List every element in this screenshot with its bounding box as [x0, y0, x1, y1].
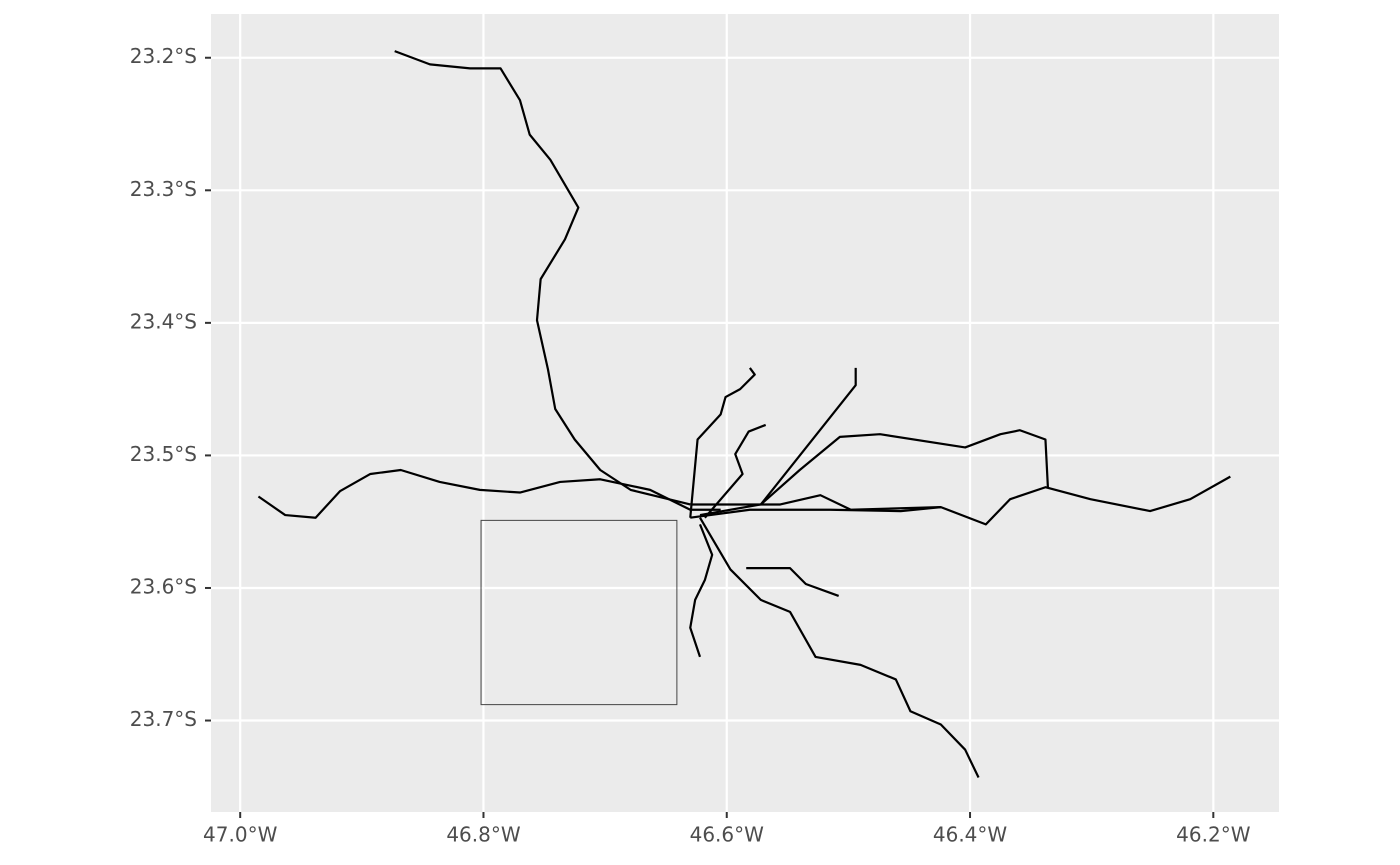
y-tick-label: 23.4°S	[130, 309, 197, 333]
x-tick-label: 47.0°W	[203, 823, 278, 847]
x-tick-label: 46.4°W	[933, 823, 1008, 847]
rail-track	[257, 468, 721, 519]
y-tick-label: 23.6°S	[130, 574, 197, 598]
rail-track	[689, 367, 756, 518]
rail-track	[699, 517, 980, 779]
y-tick-label: 23.3°S	[130, 177, 197, 201]
rail-track	[704, 423, 767, 519]
rail-track	[746, 566, 840, 597]
bounding-box	[480, 519, 678, 706]
rail-track	[699, 429, 1049, 517]
x-tick-label: 46.6°W	[690, 823, 765, 847]
rail-track	[394, 50, 691, 506]
rail-track	[690, 494, 941, 511]
x-tick-label: 46.2°W	[1176, 823, 1251, 847]
y-tick-label: 23.5°S	[130, 442, 197, 466]
rail-track	[689, 523, 714, 658]
rail-track	[759, 367, 857, 506]
rail-track	[690, 475, 1231, 526]
y-tick-label: 23.2°S	[130, 44, 197, 68]
y-tick-label: 23.7°S	[130, 707, 197, 731]
panel-background	[211, 14, 1279, 812]
x-tick-label: 46.8°W	[446, 823, 521, 847]
